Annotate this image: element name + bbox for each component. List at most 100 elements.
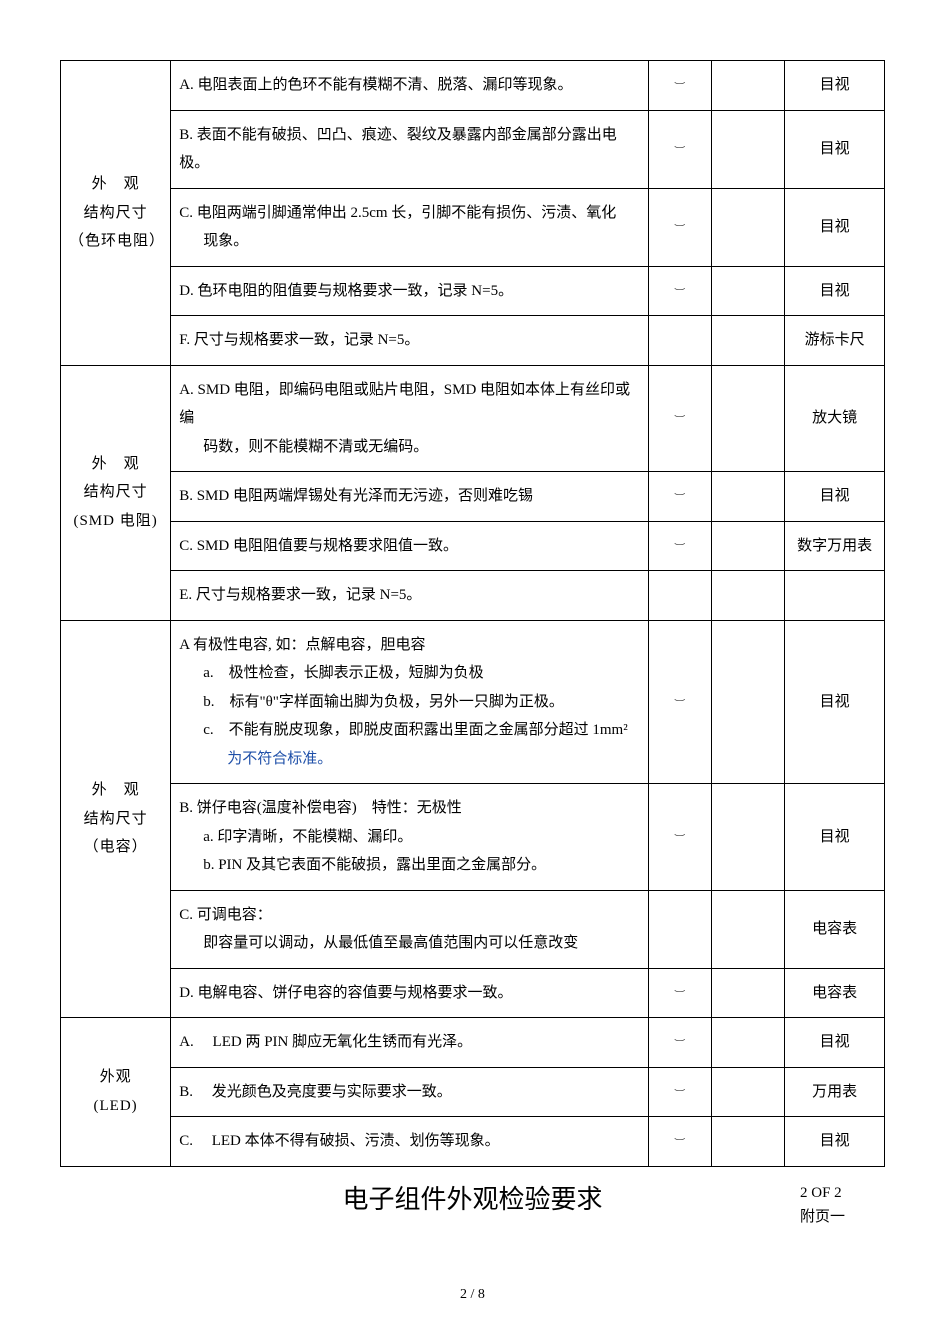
description-text: 现象。 (179, 227, 640, 256)
table-row: B. SMD 电阻两端焊锡处有光泽而无污迹，否则难吃锡︶目视 (61, 472, 885, 522)
description-text: 码数，则不能模糊不清或无编码。 (179, 433, 640, 462)
table-row: 外观(LED)A. LED 两 PIN 脚应无氧化生锈而有光泽。︶目视 (61, 1018, 885, 1068)
check-cell (648, 316, 711, 366)
table-row: C. SMD 电阻阻值要与规格要求阻值一致。︶ 数字万用表 (61, 521, 885, 571)
appendix-label: 附页一 (800, 1205, 845, 1229)
category-cell: 外 观结构尺寸 （电容） (61, 620, 171, 1018)
blank-cell (711, 968, 784, 1018)
description-text: a. 印字清晰，不能模糊、漏印。 (179, 823, 640, 852)
page-of-label: 2 OF 2 (800, 1181, 845, 1205)
method-cell: 目视 (785, 188, 885, 266)
check-mark-icon: ︶ (674, 413, 685, 426)
method-cell: 数字万用表 (785, 521, 885, 571)
description-cell: C. 可调电容： 即容量可以调动，从最低值至最高值范围内可以任意改变 (171, 890, 649, 968)
description-text: D. 色环电阻的阻值要与规格要求一致，记录 N=5。 (179, 283, 513, 299)
description-text: B. 表面不能有破损、凹凸、痕迹、裂纹及暴露内部金属部分露出电极。 (179, 127, 617, 172)
check-cell: ︶ (648, 521, 711, 571)
description-text: 为不符合标准。 (179, 745, 640, 774)
description-text: C. 可调电容： (179, 907, 272, 923)
table-row: B. 表面不能有破损、凹凸、痕迹、裂纹及暴露内部金属部分露出电极。 ︶ 目视 (61, 110, 885, 188)
method-cell (785, 571, 885, 621)
description-cell: C. SMD 电阻阻值要与规格要求阻值一致。 (171, 521, 649, 571)
check-cell: ︶ (648, 1117, 711, 1167)
check-mark-icon: ︶ (674, 1136, 685, 1149)
check-mark-icon: ︶ (674, 144, 685, 157)
method-cell: 目视 (785, 110, 885, 188)
method-cell: 目视 (785, 620, 885, 784)
method-cell: 目视 (785, 1018, 885, 1068)
method-cell: 放大镜 (785, 365, 885, 472)
method-cell: 游标卡尺 (785, 316, 885, 366)
description-cell: F. 尺寸与规格要求一致，记录 N=5。 (171, 316, 649, 366)
check-cell (648, 571, 711, 621)
check-cell: ︶ (648, 365, 711, 472)
description-cell: E. 尺寸与规格要求一致，记录 N=5。 (171, 571, 649, 621)
table-row: 外 观结构尺寸(SMD 电阻)A. SMD 电阻，即编码电阻或贴片电阻，SMD … (61, 365, 885, 472)
table-row: B. 饼仔电容(温度补偿电容) 特性：无极性a. 印字清晰，不能模糊、漏印。b.… (61, 784, 885, 891)
category-line: (SMD 电阻) (73, 513, 157, 529)
check-mark-icon: ︶ (674, 697, 685, 710)
blank-cell (711, 266, 784, 316)
blank-cell (711, 110, 784, 188)
description-text: C. LED 本体不得有破损、污渍、划伤等现象。 (179, 1133, 499, 1149)
document-page: 外 观结构尺寸（色环电阻）A. 电阻表面上的色环不能有模糊不清、脱落、漏印等现象… (0, 0, 945, 1337)
method-cell: 电容表 (785, 968, 885, 1018)
blank-cell (711, 784, 784, 891)
check-mark-icon: ︶ (674, 80, 685, 93)
description-cell: B. 发光颜色及亮度要与实际要求一致。 (171, 1067, 649, 1117)
description-text: A. LED 两 PIN 脚应无氧化生锈而有光泽。 (179, 1034, 472, 1050)
table-row: 外 观结构尺寸（色环电阻）A. 电阻表面上的色环不能有模糊不清、脱落、漏印等现象… (61, 61, 885, 111)
check-cell: ︶ (648, 188, 711, 266)
table-row: D. 电解电容、饼仔电容的容值要与规格要求一致。 ︶ 电容表 (61, 968, 885, 1018)
table-row: E. 尺寸与规格要求一致，记录 N=5。 (61, 571, 885, 621)
description-text: a. 极性检查，长脚表示正极，短脚为负极 (179, 659, 640, 688)
description-text: A. SMD 电阻，即编码电阻或贴片电阻，SMD 电阻如本体上有丝印或编 (179, 382, 630, 427)
method-cell: 万用表 (785, 1067, 885, 1117)
category-line: 外观 (100, 1069, 132, 1085)
category-line: 结构尺寸 (84, 811, 148, 827)
description-text: 即容量可以调动，从最低值至最高值范围内可以任意改变 (179, 929, 640, 958)
footer-right: 2 OF 2 附页一 (800, 1181, 845, 1229)
check-mark-icon: ︶ (674, 988, 685, 1001)
check-cell: ︶ (648, 1067, 711, 1117)
category-line: （色环电阻） (69, 233, 165, 249)
description-cell: B. 饼仔电容(温度补偿电容) 特性：无极性a. 印字清晰，不能模糊、漏印。b.… (171, 784, 649, 891)
table-row: D. 色环电阻的阻值要与规格要求一致，记录 N=5。 ︶ 目视 (61, 266, 885, 316)
table-row: C. 电阻两端引脚通常伸出 2.5cm 长，引脚不能有损伤、污渍、氧化现象。︶目… (61, 188, 885, 266)
check-cell: ︶ (648, 61, 711, 111)
description-cell: A. LED 两 PIN 脚应无氧化生锈而有光泽。 (171, 1018, 649, 1068)
inspection-table: 外 观结构尺寸（色环电阻）A. 电阻表面上的色环不能有模糊不清、脱落、漏印等现象… (60, 60, 885, 1167)
check-mark-icon: ︶ (674, 286, 685, 299)
blank-cell (711, 472, 784, 522)
method-cell: 目视 (785, 784, 885, 891)
category-line: 外 观 (92, 782, 140, 798)
blank-cell (711, 1117, 784, 1167)
check-cell: ︶ (648, 620, 711, 784)
check-cell: ︶ (648, 266, 711, 316)
description-text: b. PIN 及其它表面不能破损，露出里面之金属部分。 (179, 851, 640, 880)
category-cell: 外观(LED) (61, 1018, 171, 1167)
check-cell: ︶ (648, 784, 711, 891)
footer-title-row: 电子组件外观检验要求 2 OF 2 附页一 (60, 1179, 885, 1216)
category-line: （电容） (84, 839, 148, 855)
method-cell: 目视 (785, 266, 885, 316)
category-cell: 外 观结构尺寸（色环电阻） (61, 61, 171, 366)
check-mark-icon: ︶ (674, 1037, 685, 1050)
check-mark-icon: ︶ (674, 491, 685, 504)
description-cell: D. 电解电容、饼仔电容的容值要与规格要求一致。 (171, 968, 649, 1018)
description-cell: A 有极性电容, 如：点解电容，胆电容 a. 极性检查，长脚表示正极，短脚为负极b… (171, 620, 649, 784)
check-cell (648, 890, 711, 968)
method-cell: 目视 (785, 472, 885, 522)
blank-cell (711, 620, 784, 784)
category-cell: 外 观结构尺寸(SMD 电阻) (61, 365, 171, 620)
description-cell: A. 电阻表面上的色环不能有模糊不清、脱落、漏印等现象。 (171, 61, 649, 111)
blank-cell (711, 61, 784, 111)
description-text: A 有极性电容, 如：点解电容，胆电容 (179, 637, 425, 653)
document-title: 电子组件外观检验要求 (342, 1179, 602, 1216)
check-mark-icon: ︶ (674, 1087, 685, 1100)
check-cell: ︶ (648, 1018, 711, 1068)
method-cell: 目视 (785, 61, 885, 111)
blank-cell (711, 316, 784, 366)
description-text: b. 标有"θ"字样面输出脚为负极，另外一只脚为正极。 (179, 688, 640, 717)
check-cell: ︶ (648, 968, 711, 1018)
